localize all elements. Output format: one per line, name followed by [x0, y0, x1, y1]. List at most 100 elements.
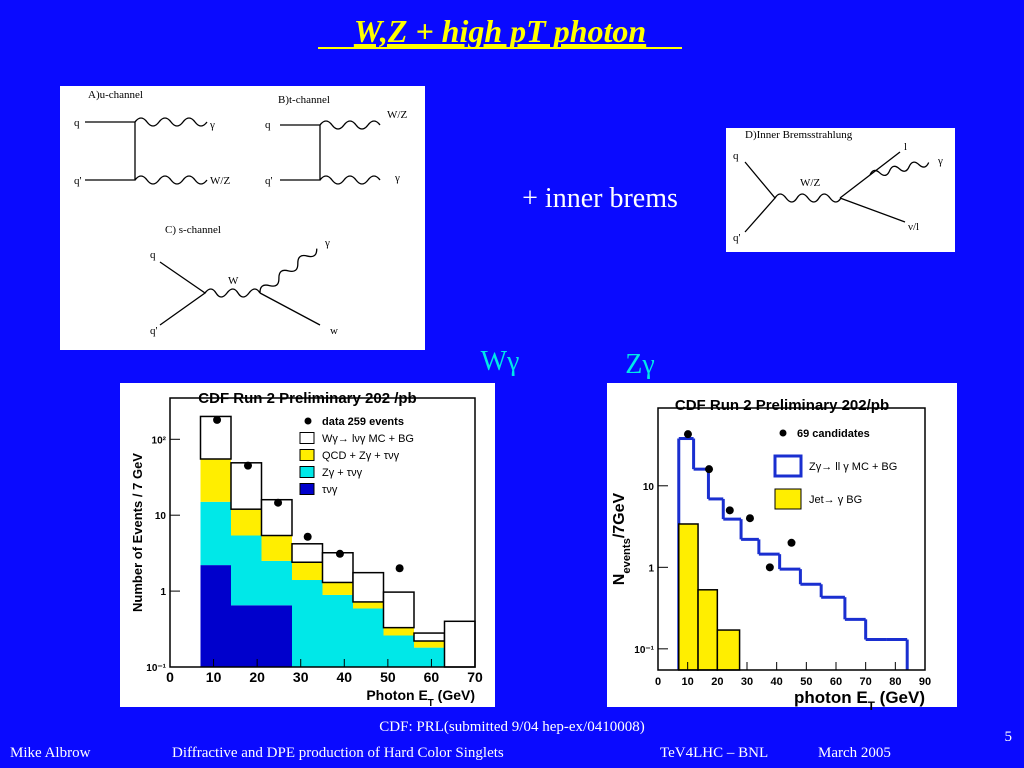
- histogram-bar: [413, 632, 446, 642]
- y-axis-label-part: events: [621, 538, 633, 573]
- diagram-box: A)u-channel q q' γ W/Z B)t-channel q q' …: [60, 86, 425, 350]
- particle-label: γ: [394, 172, 400, 184]
- x-axis-label-part: T: [868, 699, 876, 713]
- slide-title: W,Z + high pT photon: [354, 13, 646, 49]
- x-tick-label: 60: [830, 676, 842, 688]
- legend-swatch: [773, 454, 803, 478]
- legend-swatch: [299, 466, 315, 478]
- x-tick-label: 10: [682, 676, 694, 688]
- legend-swatch: [774, 488, 802, 510]
- particle-label: W/Z: [800, 177, 820, 189]
- particle-label: γ: [209, 119, 215, 131]
- particle-label: W/Z: [387, 109, 407, 121]
- legend-label: τνγ: [322, 484, 338, 496]
- data-point: [213, 415, 222, 424]
- data-point: [395, 564, 404, 573]
- legend-label: Jet→ γ BG: [809, 494, 862, 506]
- x-tick-label: 30: [293, 669, 309, 685]
- histogram-bar: [697, 589, 719, 671]
- plot-title: CDF Run 2 Preliminary 202 /pb: [198, 390, 416, 407]
- histogram-bar: [414, 641, 445, 648]
- histogram-bar: [261, 605, 292, 667]
- legend-marker: [779, 429, 787, 437]
- particle-label: q: [733, 150, 739, 162]
- x-tick-label: 70: [467, 669, 483, 685]
- y-axis-label-part: Number of Events / 7 GeV: [130, 453, 145, 612]
- particle-label: q': [265, 175, 273, 187]
- x-tick-label: 20: [711, 676, 723, 688]
- particle-label: W/Z: [210, 175, 230, 187]
- histogram-bar: [231, 535, 262, 606]
- histogram-bar: [678, 523, 699, 671]
- particle-label: q': [733, 232, 741, 244]
- y-axis-label: Nevents/7GeV: [611, 492, 633, 585]
- histogram-bar: [292, 562, 323, 581]
- legend-label: Wγ→ lνγ MC + BG: [322, 433, 414, 445]
- histogram-bar: [230, 462, 263, 510]
- footer-author: Mike Albrow: [10, 745, 91, 761]
- histogram-bar: [291, 543, 324, 563]
- plot-background: [607, 383, 957, 707]
- data-point: [243, 461, 252, 470]
- histogram-bar: [382, 591, 415, 629]
- x-tick-label: 40: [771, 676, 783, 688]
- histogram-bar: [292, 580, 323, 667]
- histogram-bar: [383, 635, 414, 667]
- plot: 0 10 20 30 40 50 60 70 80 90 10⁻¹ 1 10 CDF Run 2 Prel…: [607, 383, 957, 713]
- x-axis-label-part: photon E: [794, 688, 868, 707]
- data-point: [725, 506, 734, 515]
- x-tick-label: 10: [206, 669, 222, 685]
- y-tick-label: 10⁻¹: [634, 645, 654, 656]
- histogram-bar: [200, 565, 231, 667]
- histogram-bar: [200, 459, 231, 502]
- legend-label: Zγ + τνγ: [322, 467, 363, 479]
- data-point: [765, 563, 774, 572]
- x-tick-label: 90: [919, 676, 931, 688]
- plot-frame: [169, 397, 476, 668]
- diagram-title: C) s-channel: [165, 224, 221, 236]
- legend-label: QCD + Zγ + τνγ: [322, 450, 400, 462]
- page-number: 5: [1005, 729, 1013, 745]
- legend-swatch: [299, 483, 315, 495]
- particle-label: γ: [937, 155, 943, 167]
- data-point: [335, 549, 344, 558]
- x-tick-label: 70: [860, 676, 872, 688]
- footer-date: March 2005: [818, 745, 891, 761]
- histogram-bar: [383, 627, 414, 636]
- y-axis-label-part: N: [611, 574, 628, 586]
- diagram-box: D)Inner Bremsstrahlung q q' W/Z l γ ν/l: [726, 128, 955, 252]
- w-gamma-label: Wγ: [481, 346, 520, 377]
- particle-label: q: [150, 249, 156, 261]
- legend-marker: [304, 417, 312, 425]
- legend-swatch: [299, 432, 315, 444]
- y-tick-label: 10: [155, 511, 167, 522]
- footer-venue: TeV4LHC – BNL: [660, 745, 768, 761]
- plot: 0 10 20 30 40 50 60 70 10⁻¹ 1 10 10² CDF Run 2 Preli…: [120, 383, 495, 709]
- y-tick-label: 1: [160, 587, 166, 598]
- x-tick-label: 0: [655, 676, 661, 688]
- data-point: [274, 498, 283, 507]
- particle-label: q': [74, 175, 82, 187]
- x-tick-label: 0: [166, 669, 174, 685]
- legend-label: data 259 events: [322, 416, 404, 428]
- inner-brems-label: + inner brems: [522, 183, 678, 214]
- histogram-bar: [261, 535, 292, 561]
- data-point: [787, 538, 796, 547]
- x-axis-label-part: Photon E: [366, 687, 427, 703]
- x-tick-label: 50: [380, 669, 396, 685]
- particle-label: l: [904, 141, 907, 153]
- histogram-bar: [443, 620, 476, 668]
- y-tick-label: 10²: [152, 435, 167, 446]
- x-tick-label: 50: [800, 676, 812, 688]
- plot-title: CDF Run 2 Preliminary 202/pb: [675, 397, 889, 414]
- y-axis-label-part: /7GeV: [611, 492, 628, 538]
- histogram-bar: [353, 601, 384, 609]
- x-tick-label: 40: [336, 669, 352, 685]
- histogram-bar: [414, 647, 445, 667]
- x-tick-label: 30: [741, 676, 753, 688]
- z-gamma-label: Zγ: [625, 349, 654, 380]
- diagram-title: B)t-channel: [278, 94, 330, 106]
- x-tick-label: 80: [889, 676, 901, 688]
- data-point: [745, 514, 754, 523]
